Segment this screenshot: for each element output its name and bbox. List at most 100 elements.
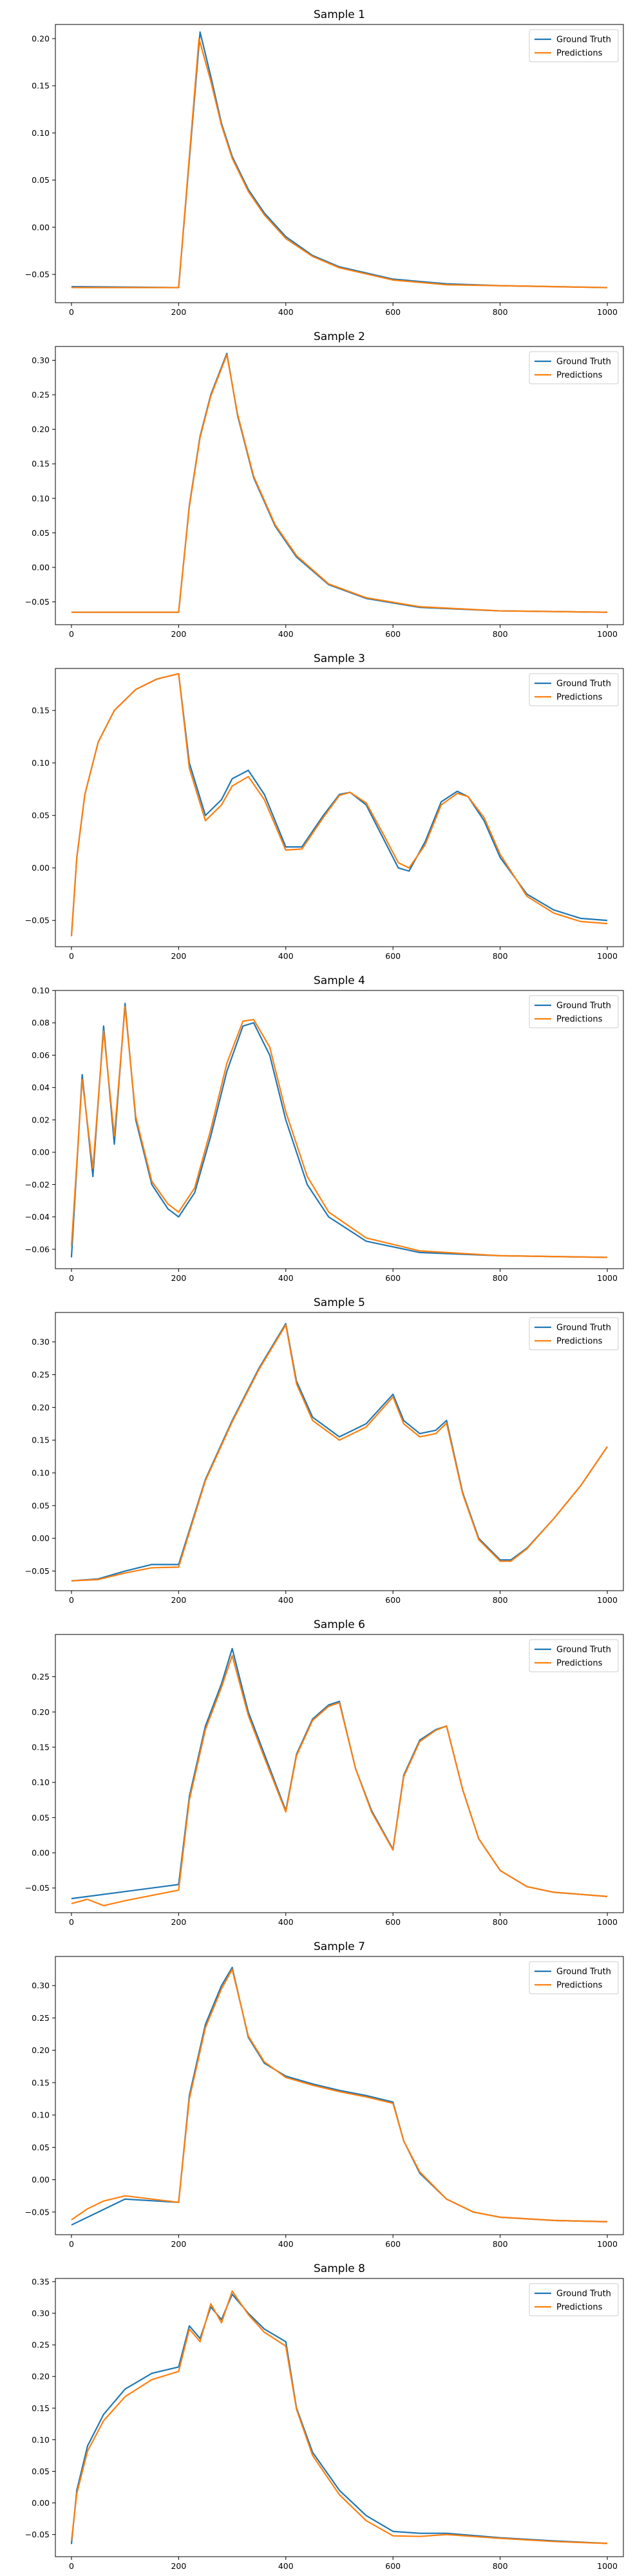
y-tick-label: 0.10 bbox=[32, 2110, 50, 2120]
x-tick-label: 0 bbox=[69, 307, 74, 317]
legend-label: Predictions bbox=[556, 371, 603, 381]
legend-label: Ground Truth bbox=[556, 2289, 611, 2299]
x-tick-label: 1000 bbox=[597, 1917, 618, 1927]
x-tick-label: 1000 bbox=[597, 1595, 618, 1605]
legend-label: Ground Truth bbox=[556, 679, 611, 689]
y-tick-label: 0.05 bbox=[32, 2467, 50, 2476]
legend-box bbox=[529, 351, 619, 384]
y-tick-label: 0.15 bbox=[32, 1742, 50, 1752]
subplot-5: Sample 5 0 200 400 600 800 1000 −0.05 0.00 0.05 0.… bbox=[25, 1296, 624, 1605]
y-tick-label: −0.05 bbox=[25, 1566, 50, 1576]
y-tick-label: 0.20 bbox=[32, 424, 50, 434]
x-tick-label: 400 bbox=[278, 1917, 294, 1927]
x-tick-label: 400 bbox=[278, 2561, 294, 2571]
axes-frame bbox=[55, 668, 624, 947]
legend-label: Predictions bbox=[556, 2303, 603, 2313]
x-tick-label: 0 bbox=[69, 1273, 74, 1283]
legend-box bbox=[529, 1961, 619, 1994]
series-line-predictions bbox=[71, 1968, 608, 2223]
x-tick-label: 800 bbox=[493, 307, 508, 317]
chart-title: Sample 5 bbox=[314, 1296, 365, 1309]
legend: Ground Truth Predictions bbox=[529, 29, 619, 62]
x-tick-label: 0 bbox=[69, 629, 74, 639]
x-tick-label: 1000 bbox=[597, 2561, 618, 2571]
y-tick-label: 0.10 bbox=[32, 493, 50, 503]
chart-title: Sample 2 bbox=[314, 330, 365, 343]
y-tick-label: 0.10 bbox=[32, 986, 50, 996]
y-tick-label: 0.25 bbox=[32, 390, 50, 400]
y-tick-label: 0.15 bbox=[32, 2078, 50, 2087]
y-tick-label: 0.10 bbox=[32, 2435, 50, 2445]
y-tick-label: 0.05 bbox=[32, 528, 50, 538]
subplot-8: Sample 8 0 200 400 600 800 1000 −0.05 0.00 0.05 0.… bbox=[25, 2262, 624, 2571]
legend-label: Ground Truth bbox=[556, 1645, 611, 1655]
y-tick-label: 0.20 bbox=[32, 2045, 50, 2055]
y-tick-label: −0.05 bbox=[25, 270, 50, 279]
series-line-ground-truth bbox=[70, 2293, 608, 2544]
legend-box bbox=[529, 1639, 619, 1672]
y-tick-label: 0.05 bbox=[32, 2143, 50, 2152]
y-tick-label: −0.05 bbox=[25, 2207, 50, 2217]
series-line-predictions bbox=[71, 354, 608, 613]
x-tick-label: 200 bbox=[171, 2239, 186, 2249]
chart-title: Sample 6 bbox=[314, 1618, 365, 1631]
series-line-predictions bbox=[70, 673, 608, 936]
series-line-ground-truth bbox=[71, 1647, 608, 1900]
y-tick-label: 0.05 bbox=[32, 1501, 50, 1510]
x-tick-label: 400 bbox=[278, 1595, 294, 1605]
x-tick-label: 600 bbox=[385, 1917, 401, 1927]
legend-box bbox=[529, 995, 619, 1028]
legend-label: Predictions bbox=[556, 1981, 603, 1991]
legend-box bbox=[529, 2283, 619, 2316]
subplot-3: Sample 3 0 200 400 600 800 1000 −0.05 0.00 0.05 0.… bbox=[25, 652, 624, 961]
x-tick-label: 200 bbox=[171, 629, 186, 639]
legend: Ground Truth Predictions bbox=[529, 995, 619, 1028]
y-tick-label: 0.00 bbox=[32, 563, 50, 573]
legend-label: Predictions bbox=[556, 1015, 603, 1025]
axes-frame bbox=[55, 990, 624, 1269]
x-tick-label: 0 bbox=[69, 1595, 74, 1605]
x-tick-label: 800 bbox=[493, 1273, 508, 1283]
chart-title: Sample 4 bbox=[314, 974, 365, 987]
x-tick-label: 800 bbox=[493, 951, 508, 961]
subplot-1: Sample 1 0 200 400 600 800 1000 −0.05 0.00 0.05 0.… bbox=[25, 8, 624, 317]
x-tick-label: 400 bbox=[278, 2239, 294, 2249]
y-tick-label: 0.00 bbox=[32, 222, 50, 232]
series-line-ground-truth bbox=[71, 31, 608, 289]
y-tick-label: 0.15 bbox=[32, 81, 50, 91]
x-tick-label: 1000 bbox=[597, 1273, 618, 1283]
series-line-predictions bbox=[70, 1006, 608, 1258]
y-tick-label: −0.05 bbox=[25, 1883, 50, 1893]
legend-label: Ground Truth bbox=[556, 1323, 611, 1333]
x-tick-label: 600 bbox=[385, 1273, 401, 1283]
x-tick-label: 600 bbox=[385, 629, 401, 639]
x-tick-label: 600 bbox=[385, 2239, 401, 2249]
y-tick-label: −0.06 bbox=[25, 1244, 50, 1254]
subplot-2: Sample 2 0 200 400 600 800 1000 −0.05 0.00 0.05 0.… bbox=[25, 330, 624, 639]
y-tick-label: 0.00 bbox=[32, 1848, 50, 1858]
axes-frame bbox=[55, 24, 624, 303]
legend: Ground Truth Predictions bbox=[529, 1961, 619, 1994]
x-tick-label: 600 bbox=[385, 307, 401, 317]
axes-frame bbox=[55, 346, 624, 625]
series-line-ground-truth bbox=[71, 352, 608, 613]
x-tick-label: 200 bbox=[171, 2561, 186, 2571]
y-tick-label: 0.06 bbox=[32, 1050, 50, 1060]
legend-box bbox=[529, 673, 619, 706]
subplot-6: Sample 6 0 200 400 600 800 1000 −0.05 0.00 0.05 0.… bbox=[25, 1618, 624, 1927]
x-tick-label: 800 bbox=[493, 1917, 508, 1927]
y-tick-label: 0.15 bbox=[32, 1435, 50, 1445]
x-tick-label: 400 bbox=[278, 307, 294, 317]
y-tick-label: 0.30 bbox=[32, 355, 50, 365]
chart-title: Sample 8 bbox=[314, 2262, 365, 2275]
x-tick-label: 200 bbox=[171, 1917, 186, 1927]
y-tick-label: 0.00 bbox=[32, 2498, 50, 2508]
legend-label: Ground Truth bbox=[556, 357, 611, 367]
legend-box bbox=[529, 1317, 619, 1350]
axes-frame bbox=[55, 2278, 624, 2557]
y-tick-label: −0.05 bbox=[25, 2530, 50, 2539]
x-tick-label: 600 bbox=[385, 951, 401, 961]
x-tick-label: 1000 bbox=[597, 307, 618, 317]
series-line-predictions bbox=[71, 1324, 608, 1582]
y-tick-label: −0.04 bbox=[25, 1212, 50, 1222]
